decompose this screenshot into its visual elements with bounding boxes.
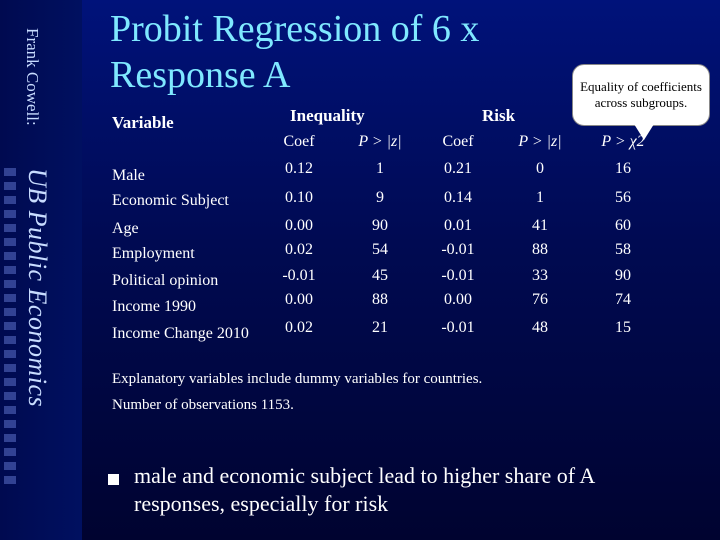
- header-ineq-p: P > |z|: [358, 133, 402, 150]
- cell-ineq-coef: -0.01: [282, 267, 316, 284]
- header-ineq-coef: Coef: [283, 133, 315, 150]
- cell-ineq-p: 45: [372, 267, 388, 284]
- cell-ineq-coef: 0.00: [285, 291, 313, 308]
- cell-chi: 90: [615, 267, 631, 284]
- row-label: Employment: [112, 245, 195, 262]
- bullet-text: male and economic subject lead to higher…: [134, 463, 595, 516]
- cell-risk-p: 41: [532, 217, 548, 234]
- header-risk-coef: Coef: [442, 133, 474, 150]
- cell-risk-coef: -0.01: [441, 319, 475, 336]
- row-label: Age: [112, 220, 139, 237]
- cell-risk-p: 33: [532, 267, 548, 284]
- row-label: Political opinion: [112, 272, 219, 289]
- row-label: Income Change 2010: [112, 325, 249, 342]
- variable-header: Variable: [112, 113, 174, 132]
- row-label: Economic Subject: [112, 192, 229, 209]
- sidebar: Frank Cowell: UB Public Economics: [0, 0, 82, 540]
- cell-risk-p: 88: [532, 241, 548, 258]
- group-header-inequality: Inequality: [290, 106, 365, 125]
- cell-ineq-coef: 0.02: [285, 241, 313, 258]
- sidebar-series-title: UB Public Economics: [23, 168, 52, 408]
- row-label: Male: [112, 167, 145, 184]
- header-risk-p: P > |z|: [518, 133, 562, 150]
- sidebar-decoration: [4, 168, 16, 488]
- callout-bubble: Equality of coefficients across subgroup…: [572, 64, 710, 126]
- header-chi: P > χ2: [601, 133, 645, 150]
- slide-title: Probit Regression of 6 x Response A: [110, 8, 480, 96]
- cell-chi: 74: [615, 291, 631, 308]
- cell-risk-coef: -0.01: [441, 267, 475, 284]
- cell-chi: 16: [615, 160, 631, 177]
- callout-text: Equality of coefficients across subgroup…: [580, 79, 702, 110]
- note-dummies: Explanatory variables include dummy vari…: [112, 371, 483, 387]
- cell-ineq-p: 21: [372, 319, 388, 336]
- cell-ineq-coef: 0.10: [285, 189, 313, 206]
- sidebar-author: Frank Cowell:: [23, 28, 42, 126]
- cell-risk-p: 48: [532, 319, 548, 336]
- cell-chi: 56: [615, 189, 631, 206]
- notes: Explanatory variables include dummy vari…: [112, 366, 482, 418]
- cell-ineq-p: 88: [372, 291, 388, 308]
- cell-risk-coef: 0.01: [444, 217, 472, 234]
- cell-ineq-coef: 0.00: [285, 217, 313, 234]
- cell-risk-p: 76: [532, 291, 548, 308]
- callout-tail: [634, 124, 654, 140]
- cell-ineq-p: 1: [376, 160, 384, 177]
- cell-chi: 58: [615, 241, 631, 258]
- cell-chi: 15: [615, 319, 631, 336]
- cell-risk-p: 1: [536, 189, 544, 206]
- cell-ineq-coef: 0.02: [285, 319, 313, 336]
- cell-risk-coef: 0.21: [444, 160, 472, 177]
- cell-risk-coef: 0.00: [444, 291, 472, 308]
- cell-ineq-coef: 0.12: [285, 160, 313, 177]
- group-header-risk: Risk: [482, 106, 516, 125]
- cell-ineq-p: 54: [372, 241, 388, 258]
- cell-risk-coef: -0.01: [441, 241, 475, 258]
- cell-ineq-p: 90: [372, 217, 388, 234]
- note-observations: Number of observations 1153.: [112, 397, 294, 413]
- cell-ineq-p: 9: [376, 189, 384, 206]
- cell-risk-p: 0: [536, 160, 544, 177]
- cell-risk-coef: 0.14: [444, 189, 472, 206]
- cell-chi: 60: [615, 217, 631, 234]
- bullet-square-icon: [108, 474, 119, 485]
- row-label: Income 1990: [112, 298, 196, 315]
